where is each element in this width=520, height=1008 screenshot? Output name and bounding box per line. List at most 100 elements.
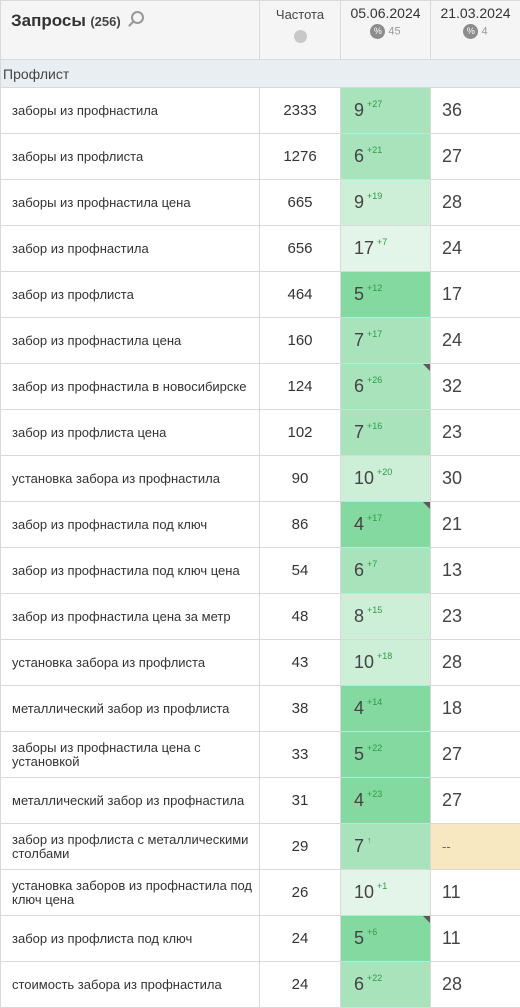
keyword-cell[interactable]: забор из профнастила цена xyxy=(1,318,260,364)
keyword-cell[interactable]: установка забора из профлиста xyxy=(1,640,260,686)
table-row[interactable]: установка заборов из профнастила под клю… xyxy=(1,870,520,916)
position-cell[interactable]: 6+21 xyxy=(341,134,431,180)
table-row[interactable]: заборы из профнастила цена 665 9+19 28 xyxy=(1,180,520,226)
position-cell[interactable]: 6+7 xyxy=(341,548,431,594)
position-delta: +23 xyxy=(367,789,382,799)
queries-title: Запросы xyxy=(11,11,86,30)
position-cell[interactable]: 5+6 xyxy=(341,916,431,962)
position-value: 6 xyxy=(354,560,364,580)
keyword-cell[interactable]: стоимость забора из профнастила xyxy=(1,962,260,1008)
table-row[interactable]: забор из профлиста 464 5+12 17 xyxy=(1,272,520,318)
date2-header[interactable]: 21.03.2024 % 4 xyxy=(431,1,520,60)
table-row[interactable]: заборы из профнастила 2333 9+27 36 xyxy=(1,88,520,134)
previous-position-cell[interactable]: 11 xyxy=(431,916,520,962)
previous-position-cell[interactable]: 27 xyxy=(431,778,520,824)
previous-position-cell[interactable]: 13 xyxy=(431,548,520,594)
position-cell[interactable]: 10+20 xyxy=(341,456,431,502)
table-row[interactable]: установка забора из профнастила 90 10+20… xyxy=(1,456,520,502)
keyword-cell[interactable]: заборы из профнастила xyxy=(1,88,260,134)
position-cell[interactable]: 17+7 xyxy=(341,226,431,272)
keyword-cell[interactable]: забор из профнастила под ключ xyxy=(1,502,260,548)
previous-position-cell[interactable]: -- xyxy=(431,824,520,870)
table-row[interactable]: забор из профнастила 656 17+7 24 xyxy=(1,226,520,272)
table-row[interactable]: металлический забор из профлиста 38 4+14… xyxy=(1,686,520,732)
group-row-proflist[interactable]: Профлист xyxy=(1,60,520,88)
position-value: 6 xyxy=(354,974,364,994)
position-delta: +16 xyxy=(367,421,382,431)
table-row[interactable]: забор из профнастила в новосибирске 124 … xyxy=(1,364,520,410)
previous-position-cell[interactable]: 30 xyxy=(431,456,520,502)
table-row[interactable]: забор из профнастила под ключ 86 4+17 21 xyxy=(1,502,520,548)
keyword-cell[interactable]: забор из профнастила под ключ цена xyxy=(1,548,260,594)
frequency-header[interactable]: Частота xyxy=(260,1,341,60)
position-cell[interactable]: 10+18 xyxy=(341,640,431,686)
table-row[interactable]: металлический забор из профнастила 31 4+… xyxy=(1,778,520,824)
table-row[interactable]: забор из профлиста под ключ 24 5+6 11 xyxy=(1,916,520,962)
previous-position-cell[interactable]: 18 xyxy=(431,686,520,732)
table-row[interactable]: забор из профлиста с металлическими стол… xyxy=(1,824,520,870)
date2-percent: 4 xyxy=(481,25,487,37)
table-row[interactable]: забор из профнастила цена за метр 48 8+1… xyxy=(1,594,520,640)
previous-position-cell[interactable]: 27 xyxy=(431,732,520,778)
previous-position-cell[interactable]: 23 xyxy=(431,594,520,640)
frequency-cell: 24 xyxy=(260,916,341,962)
previous-position-cell[interactable]: 23 xyxy=(431,410,520,456)
table-row[interactable]: заборы из профнастила цена с установкой … xyxy=(1,732,520,778)
keyword-cell[interactable]: металлический забор из профнастила xyxy=(1,778,260,824)
frequency-cell: 1276 xyxy=(260,134,341,180)
position-cell[interactable]: 6+22 xyxy=(341,962,431,1008)
keyword-cell[interactable]: забор из профлиста цена xyxy=(1,410,260,456)
keyword-cell[interactable]: забор из профнастила xyxy=(1,226,260,272)
keyword-cell[interactable]: забор из профлиста под ключ xyxy=(1,916,260,962)
table-row[interactable]: заборы из профлиста 1276 6+21 27 xyxy=(1,134,520,180)
previous-position-cell[interactable]: 28 xyxy=(431,180,520,226)
table-row[interactable]: установка забора из профлиста 43 10+18 2… xyxy=(1,640,520,686)
queries-header[interactable]: Запросы (256) xyxy=(1,1,260,60)
frequency-cell: 26 xyxy=(260,870,341,916)
keyword-cell[interactable]: металлический забор из профлиста xyxy=(1,686,260,732)
position-cell[interactable]: 5+12 xyxy=(341,272,431,318)
position-cell[interactable]: 7↑ xyxy=(341,824,431,870)
previous-position-cell[interactable]: 27 xyxy=(431,134,520,180)
previous-position-cell[interactable]: 24 xyxy=(431,226,520,272)
table-row[interactable]: забор из профнастила под ключ цена 54 6+… xyxy=(1,548,520,594)
keyword-cell[interactable]: забор из профлиста с металлическими стол… xyxy=(1,824,260,870)
position-cell[interactable]: 9+27 xyxy=(341,88,431,134)
previous-position-cell[interactable]: 11 xyxy=(431,870,520,916)
keyword-cell[interactable]: забор из профнастила цена за метр xyxy=(1,594,260,640)
keyword-cell[interactable]: забор из профлиста xyxy=(1,272,260,318)
position-delta: +17 xyxy=(367,329,382,339)
previous-position-cell[interactable]: 17 xyxy=(431,272,520,318)
search-icon[interactable] xyxy=(131,11,144,24)
position-delta: ↑ xyxy=(367,835,372,845)
position-cell[interactable]: 4+17 xyxy=(341,502,431,548)
position-cell[interactable]: 8+15 xyxy=(341,594,431,640)
table-row[interactable]: забор из профнастила цена 160 7+17 24 xyxy=(1,318,520,364)
previous-position-cell[interactable]: 21 xyxy=(431,502,520,548)
position-cell[interactable]: 7+16 xyxy=(341,410,431,456)
position-cell[interactable]: 9+19 xyxy=(341,180,431,226)
table-row[interactable]: забор из профлиста цена 102 7+16 23 xyxy=(1,410,520,456)
marker-corner-icon xyxy=(423,502,430,509)
previous-position-cell[interactable]: 24 xyxy=(431,318,520,364)
table-row[interactable]: стоимость забора из профнастила 24 6+22 … xyxy=(1,962,520,1008)
keyword-cell[interactable]: заборы из профнастила цена xyxy=(1,180,260,226)
previous-position-cell[interactable]: 36 xyxy=(431,88,520,134)
position-cell[interactable]: 6+26 xyxy=(341,364,431,410)
position-cell[interactable]: 10+1 xyxy=(341,870,431,916)
frequency-cell: 86 xyxy=(260,502,341,548)
position-cell[interactable]: 4+23 xyxy=(341,778,431,824)
previous-position-cell[interactable]: 28 xyxy=(431,962,520,1008)
previous-position-cell[interactable]: 32 xyxy=(431,364,520,410)
position-cell[interactable]: 5+22 xyxy=(341,732,431,778)
frequency-cell: 124 xyxy=(260,364,341,410)
keyword-cell[interactable]: заборы из профнастила цена с установкой xyxy=(1,732,260,778)
keyword-cell[interactable]: забор из профнастила в новосибирске xyxy=(1,364,260,410)
keyword-cell[interactable]: заборы из профлиста xyxy=(1,134,260,180)
position-cell[interactable]: 7+17 xyxy=(341,318,431,364)
keyword-cell[interactable]: установка забора из профнастила xyxy=(1,456,260,502)
keyword-cell[interactable]: установка заборов из профнастила под клю… xyxy=(1,870,260,916)
date1-header[interactable]: 05.06.2024 % 45 xyxy=(341,1,431,60)
previous-position-cell[interactable]: 28 xyxy=(431,640,520,686)
position-cell[interactable]: 4+14 xyxy=(341,686,431,732)
